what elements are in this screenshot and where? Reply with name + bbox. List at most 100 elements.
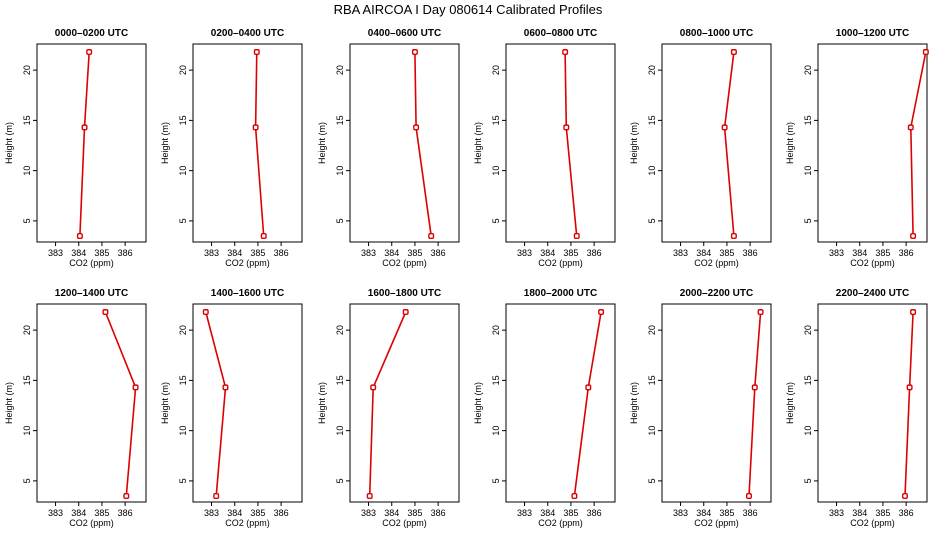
y-axis-label: Height (m) bbox=[160, 382, 170, 424]
plot-frame bbox=[817, 43, 928, 243]
y-tick-label: 5 bbox=[335, 478, 345, 483]
y-tick-label: 5 bbox=[803, 218, 813, 223]
y-tick-label: 15 bbox=[178, 375, 188, 385]
profile-line bbox=[368, 311, 407, 497]
data-point bbox=[370, 384, 377, 391]
plot-frame bbox=[349, 43, 460, 243]
panel-title: 1400–1600 UTC bbox=[211, 288, 284, 299]
data-point bbox=[598, 309, 605, 316]
x-tick-label: 385 bbox=[719, 248, 734, 258]
plot-frame bbox=[505, 43, 616, 243]
profile-line bbox=[564, 51, 578, 237]
data-point bbox=[411, 49, 418, 56]
plot-frame bbox=[192, 43, 303, 243]
x-axis-label: CO2 (ppm) bbox=[382, 518, 427, 528]
profile-line bbox=[909, 51, 927, 237]
profile-panel: 1800–2000 UTC 383 384 385 386 5 10 15 20 CO2 (ppm… bbox=[473, 288, 616, 528]
x-tick-label: 384 bbox=[71, 508, 86, 518]
y-tick-label: 5 bbox=[491, 478, 501, 483]
panel-title: 1800–2000 UTC bbox=[524, 288, 597, 299]
x-tick-label: 386 bbox=[743, 248, 758, 258]
data-point bbox=[922, 49, 929, 56]
x-tick-label: 386 bbox=[431, 248, 446, 258]
y-tick-label: 20 bbox=[178, 325, 188, 335]
y-tick-label: 10 bbox=[335, 166, 345, 176]
panel-title: 0800–1000 UTC bbox=[680, 28, 753, 39]
y-tick-label: 5 bbox=[178, 478, 188, 483]
panel-title: 0400–0600 UTC bbox=[368, 28, 441, 39]
y-tick-label: 10 bbox=[647, 426, 657, 436]
y-tick-label: 20 bbox=[491, 65, 501, 75]
y-axis-label: Height (m) bbox=[160, 122, 170, 164]
data-point bbox=[76, 232, 83, 239]
x-axis-label: CO2 (ppm) bbox=[538, 258, 583, 268]
data-point bbox=[757, 309, 764, 316]
x-tick-label: 384 bbox=[852, 248, 867, 258]
data-point bbox=[910, 309, 917, 316]
x-axis-label: CO2 (ppm) bbox=[538, 518, 583, 528]
y-tick-label: 15 bbox=[491, 375, 501, 385]
x-tick-label: 385 bbox=[250, 248, 265, 258]
y-axis-label: Height (m) bbox=[785, 382, 795, 424]
y-tick-label: 15 bbox=[647, 115, 657, 125]
profile-panel: 1600–1800 UTC 383 384 385 386 5 10 15 20 CO2 (ppm… bbox=[317, 288, 460, 528]
data-point bbox=[585, 384, 592, 391]
data-point bbox=[730, 49, 737, 56]
x-axis-label: CO2 (ppm) bbox=[850, 258, 895, 268]
x-tick-label: 385 bbox=[250, 508, 265, 518]
y-axis-label: Height (m) bbox=[473, 122, 483, 164]
x-tick-label: 386 bbox=[118, 248, 133, 258]
data-point bbox=[213, 492, 220, 499]
x-tick-label: 384 bbox=[696, 508, 711, 518]
profile-panel: 1200–1400 UTC 383 384 385 386 5 10 15 20 CO2 (ppm… bbox=[4, 288, 147, 528]
x-tick-label: 385 bbox=[94, 508, 109, 518]
x-tick-label: 385 bbox=[94, 248, 109, 258]
x-axis-label: CO2 (ppm) bbox=[225, 518, 270, 528]
data-point bbox=[202, 309, 209, 316]
data-point bbox=[573, 232, 580, 239]
data-point bbox=[413, 124, 420, 131]
data-point bbox=[132, 384, 139, 391]
x-tick-label: 386 bbox=[587, 248, 602, 258]
y-tick-label: 20 bbox=[335, 325, 345, 335]
panel-title: 2000–2200 UTC bbox=[680, 288, 753, 299]
x-tick-label: 383 bbox=[48, 248, 63, 258]
data-point bbox=[428, 232, 435, 239]
x-tick-label: 383 bbox=[204, 508, 219, 518]
y-tick-label: 15 bbox=[22, 115, 32, 125]
y-tick-label: 20 bbox=[22, 325, 32, 335]
x-tick-label: 385 bbox=[563, 248, 578, 258]
y-tick-label: 20 bbox=[22, 65, 32, 75]
panel-title: 0600–0800 UTC bbox=[524, 28, 597, 39]
x-tick-label: 385 bbox=[719, 508, 734, 518]
profile-panel: 0200–0400 UTC 383 384 385 386 5 10 15 20 CO2 (ppm… bbox=[160, 28, 303, 268]
figure-title: RBA AIRCOA I Day 080614 Calibrated Profi… bbox=[334, 2, 603, 17]
data-point bbox=[86, 49, 93, 56]
profile-line bbox=[748, 311, 762, 497]
y-axis-label: Height (m) bbox=[473, 382, 483, 424]
y-tick-label: 15 bbox=[335, 115, 345, 125]
y-tick-label: 5 bbox=[178, 218, 188, 223]
data-point bbox=[402, 309, 409, 316]
y-tick-label: 20 bbox=[178, 65, 188, 75]
y-tick-label: 10 bbox=[491, 426, 501, 436]
y-axis-label: Height (m) bbox=[629, 122, 639, 164]
y-axis-label: Height (m) bbox=[317, 122, 327, 164]
x-axis-label: CO2 (ppm) bbox=[69, 258, 114, 268]
x-tick-label: 383 bbox=[517, 248, 532, 258]
x-tick-label: 385 bbox=[875, 508, 890, 518]
profile-line bbox=[254, 51, 265, 237]
y-tick-label: 20 bbox=[335, 65, 345, 75]
x-tick-label: 384 bbox=[384, 248, 399, 258]
y-axis-label: Height (m) bbox=[629, 382, 639, 424]
panel-title: 2200–2400 UTC bbox=[836, 288, 909, 299]
x-tick-label: 386 bbox=[274, 248, 289, 258]
panel-grid: 0000–0200 UTC 383 384 385 386 5 10 15 20 CO2 (ppm… bbox=[4, 28, 929, 528]
x-tick-label: 383 bbox=[517, 508, 532, 518]
profile-line bbox=[573, 311, 602, 497]
plot-frame bbox=[36, 303, 147, 503]
x-tick-label: 384 bbox=[852, 508, 867, 518]
data-point bbox=[907, 124, 914, 131]
profile-panel: 2000–2200 UTC 383 384 385 386 5 10 15 20 CO2 (ppm… bbox=[629, 288, 772, 528]
data-point bbox=[571, 492, 578, 499]
